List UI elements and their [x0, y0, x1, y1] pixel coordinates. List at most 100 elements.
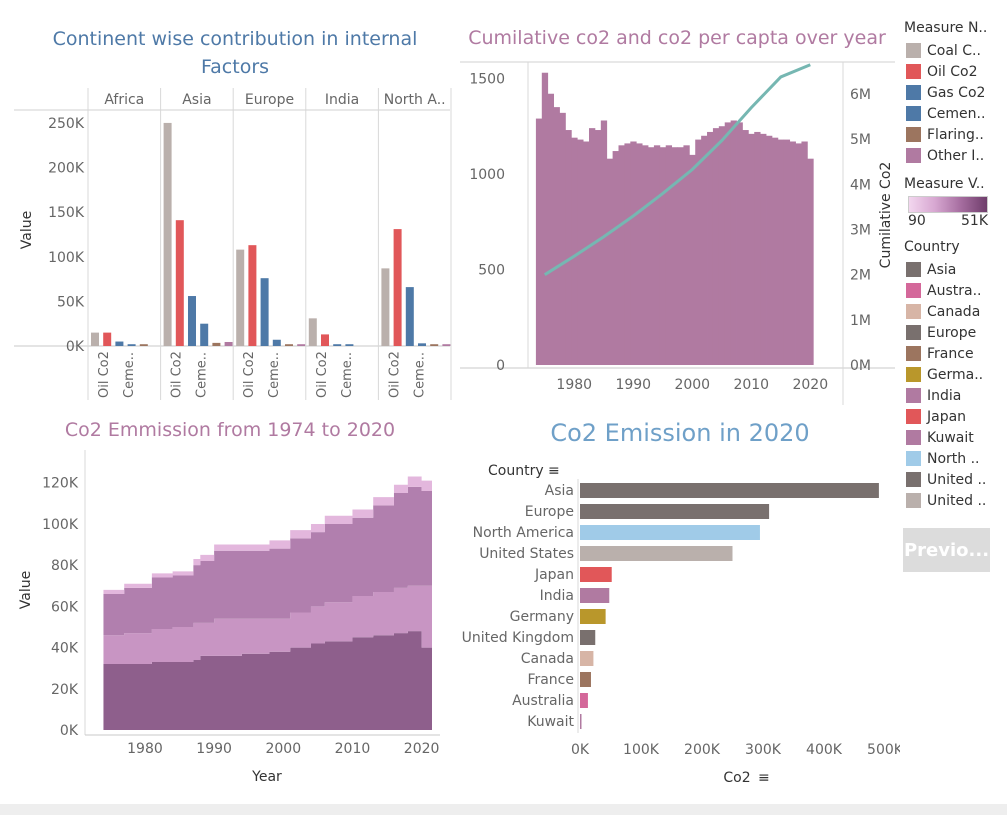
- legend-country-swatch: [906, 451, 921, 466]
- legend-measure-item[interactable]: Coal C..: [900, 40, 1000, 61]
- legend-measure-values-gradient: [908, 196, 988, 213]
- x-tick-label: 1980: [127, 741, 163, 757]
- bar: [766, 135, 773, 365]
- legend-country-label: Asia: [927, 261, 957, 278]
- bar: [712, 128, 720, 365]
- legend-country-label: United ..: [927, 492, 987, 509]
- bar: [580, 609, 606, 624]
- bar: [665, 145, 673, 365]
- legend-country-swatch: [906, 283, 921, 298]
- legend-country-item[interactable]: North ..: [900, 448, 1000, 469]
- x-tick-label: 500K: [867, 742, 900, 758]
- bar: [600, 120, 608, 365]
- legend-measure-label: Cemen..: [927, 105, 986, 122]
- legend-country-item[interactable]: Kuwait: [900, 427, 1000, 448]
- bar: [580, 567, 612, 582]
- bar: [701, 135, 708, 365]
- x-tick-label: 1990: [615, 377, 651, 393]
- bar: [580, 672, 591, 687]
- bar: [333, 344, 342, 346]
- y-axis-label: Value: [19, 211, 35, 249]
- x-tick-label: 100K: [623, 742, 660, 758]
- bar: [163, 122, 172, 346]
- legend-measure-item[interactable]: Oil Co2: [900, 61, 1000, 82]
- legend-country-item[interactable]: Europe: [900, 322, 1000, 343]
- legend-country-item[interactable]: India: [900, 385, 1000, 406]
- legend-country-item[interactable]: Germa..: [900, 364, 1000, 385]
- x-tick-label: Ceme..: [122, 352, 137, 398]
- previous-button[interactable]: Previo...: [903, 528, 990, 572]
- x-tick-label: 1990: [196, 741, 232, 757]
- y-right-tick-label: 4M: [850, 177, 871, 193]
- category-label: Australia: [512, 693, 574, 709]
- category-label: France: [527, 672, 574, 688]
- legend-measure-label: Coal C..: [927, 42, 981, 59]
- legend-measure-swatch: [906, 148, 921, 163]
- bar: [683, 145, 690, 365]
- y-tick-label: 0K: [60, 723, 79, 739]
- bar: [612, 151, 619, 365]
- bar: [200, 323, 209, 346]
- bar: [653, 145, 661, 365]
- y-axis-label: Country: [488, 463, 544, 479]
- bar: [236, 249, 245, 346]
- area-layer: [103, 631, 432, 730]
- bar: [272, 339, 281, 346]
- bar: [139, 344, 148, 346]
- x-tick-label: Oil Co2: [387, 351, 402, 398]
- legend-measure-item[interactable]: Cemen..: [900, 103, 1000, 124]
- bar: [795, 143, 802, 365]
- y-axis-label: Value: [18, 571, 34, 609]
- bar: [175, 220, 184, 346]
- y-tick-label: 50K: [57, 294, 85, 310]
- category-label: Japan: [534, 567, 574, 583]
- bar: [642, 145, 649, 365]
- bar: [736, 122, 743, 366]
- legend-country-item[interactable]: United ..: [900, 490, 1000, 511]
- bar: [91, 332, 99, 346]
- legend-measure-values-title: Measure V..: [904, 176, 985, 192]
- x-tick-label: 2020: [792, 377, 828, 393]
- bottom-scrollbar[interactable]: [0, 804, 1007, 815]
- bar: [624, 143, 631, 365]
- chart1-title: Continent wise contribution in internal …: [52, 28, 418, 78]
- y-tick-label: 60K: [51, 599, 79, 615]
- legend-country-item[interactable]: Canada: [900, 301, 1000, 322]
- bar: [630, 141, 637, 365]
- legend-country-list: Asia Austra.. Canada Europe France Germa.. Ind…: [900, 259, 1000, 511]
- y-tick-label: 100K: [42, 517, 79, 533]
- x-tick-label: 2000: [265, 741, 301, 757]
- chart3-title: Co2 Emmission from 1974 to 2020: [64, 419, 396, 441]
- legend-measure-item[interactable]: Flaring..: [900, 124, 1000, 145]
- x-tick-label: Ceme..: [412, 352, 427, 398]
- legend-measure-label: Gas Co2: [927, 84, 986, 101]
- legend-measure-item[interactable]: Other I..: [900, 145, 1000, 166]
- facet-label: Africa: [104, 92, 144, 108]
- x-tick-label: Oil Co2: [170, 351, 185, 398]
- bar: [115, 341, 124, 346]
- y-tick-label: 100K: [48, 250, 85, 266]
- x-tick-label: Oil Co2: [97, 351, 112, 398]
- legend-country-item[interactable]: Japan: [900, 406, 1000, 427]
- bar: [771, 137, 779, 365]
- bar: [580, 651, 594, 666]
- bar: [381, 268, 390, 346]
- legend-country-item[interactable]: France: [900, 343, 1000, 364]
- category-label: United States: [479, 546, 574, 562]
- bar: [580, 693, 588, 708]
- legend-country-swatch: [906, 388, 921, 403]
- legend-country-item[interactable]: Austra..: [900, 280, 1000, 301]
- y-right-tick-label: 0M: [850, 358, 871, 374]
- legend-measure-item[interactable]: Gas Co2: [900, 82, 1000, 103]
- legend-country-item[interactable]: United ..: [900, 469, 1000, 490]
- bar: [777, 139, 785, 365]
- legend-country-swatch: [906, 472, 921, 487]
- legend-country-label: United ..: [927, 471, 987, 488]
- legend-measure-swatch: [906, 127, 921, 142]
- bar: [430, 344, 439, 346]
- bar: [742, 130, 749, 365]
- legend-country-item[interactable]: Asia: [900, 259, 1000, 280]
- sort-icon: ≡: [758, 770, 770, 786]
- bar: [345, 344, 354, 346]
